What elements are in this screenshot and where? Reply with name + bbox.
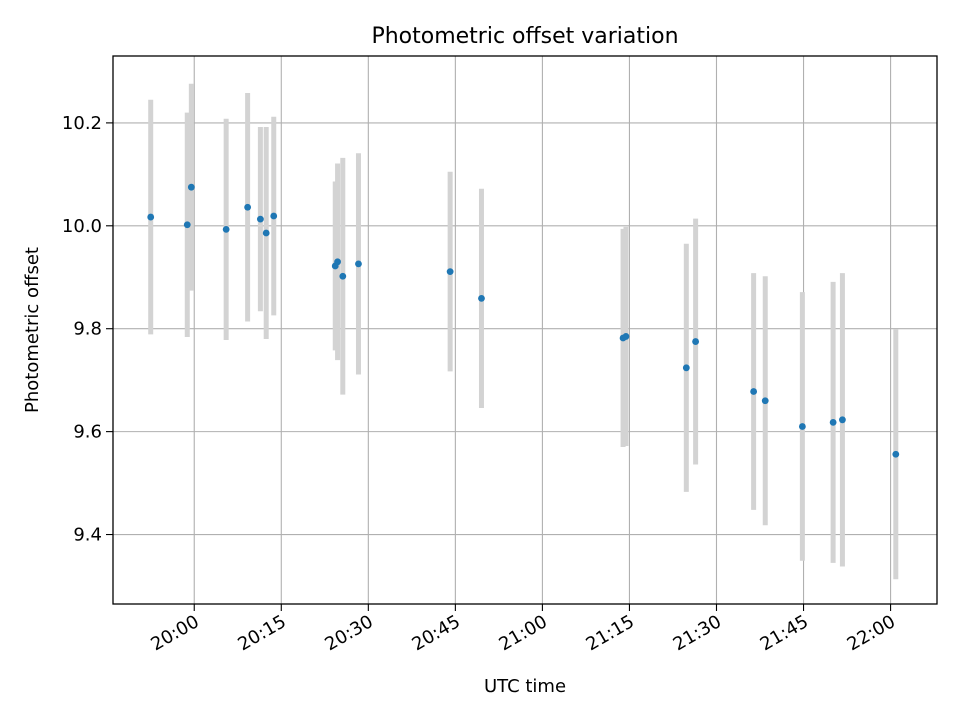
y-axis-ticks: 9.4 9.6 9.8 10.0 10.2	[62, 113, 113, 546]
data-point	[446, 268, 454, 275]
y-tick-label: 10.0	[62, 216, 102, 237]
data-point	[256, 215, 264, 223]
x-tick-label: 22:00	[844, 611, 899, 655]
data-point	[692, 338, 700, 345]
data-point	[244, 203, 252, 211]
error-bars	[148, 83, 899, 580]
data-point	[798, 423, 806, 430]
x-tick-label: 21:00	[495, 611, 550, 655]
chart-title: Photometric offset variation	[371, 24, 678, 49]
data-point	[355, 260, 362, 268]
data-point	[183, 221, 191, 229]
data-point	[334, 258, 341, 266]
y-tick-label: 9.8	[73, 319, 102, 340]
data-point	[262, 229, 270, 237]
data-point	[339, 272, 347, 280]
data-point	[829, 418, 837, 426]
data-points	[147, 183, 900, 458]
x-axis-ticks: 20:00 20:15 20:30 20:45 21:00 21:15 21:30 21:45…	[147, 604, 899, 655]
data-point	[270, 212, 278, 220]
data-point	[761, 397, 769, 405]
y-tick-label: 10.2	[62, 113, 102, 134]
data-point	[682, 364, 690, 372]
data-point	[622, 333, 630, 340]
data-point	[478, 294, 485, 302]
x-tick-label: 20:00	[147, 611, 202, 655]
data-point	[839, 416, 846, 424]
data-point	[187, 183, 195, 191]
data-point	[147, 213, 155, 221]
x-tick-label: 21:45	[757, 611, 812, 655]
grid-lines	[113, 56, 937, 604]
y-axis-label: Photometric offset	[22, 247, 43, 413]
plot-frame	[112, 55, 938, 605]
y-tick-label: 9.6	[73, 422, 102, 443]
y-tick-label: 9.4	[73, 525, 102, 546]
x-tick-label: 20:30	[321, 611, 376, 655]
data-point	[892, 450, 900, 458]
x-tick-label: 20:15	[234, 611, 289, 655]
data-point	[222, 226, 230, 233]
x-axis-label: UTC time	[484, 676, 566, 697]
x-tick-label: 20:45	[408, 611, 463, 655]
x-tick-label: 21:30	[670, 611, 725, 655]
x-tick-label: 21:15	[583, 611, 638, 655]
data-point	[750, 388, 758, 395]
